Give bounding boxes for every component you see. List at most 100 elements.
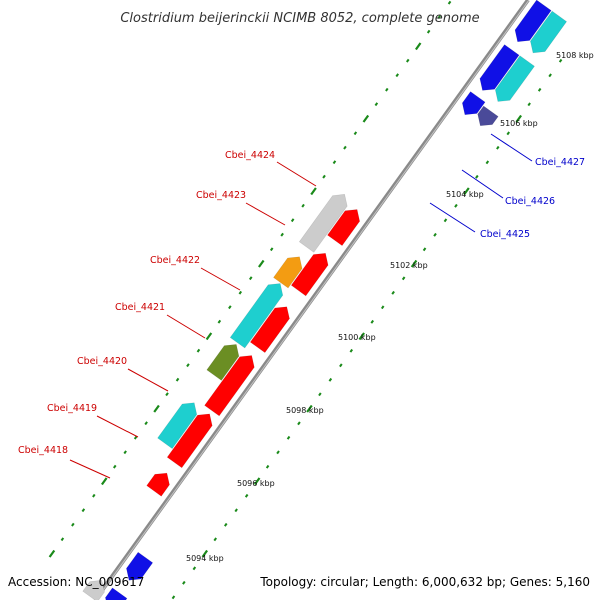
gene-arrow — [273, 256, 303, 289]
tick-outer — [362, 114, 370, 123]
tick-inner — [265, 464, 270, 469]
gene-label-cbei-4427: Cbei_4427 — [535, 157, 585, 168]
callout-line-forward — [127, 368, 169, 392]
callout-line-forward — [200, 267, 241, 291]
kbp-label-5108: 5108 kbp — [556, 51, 594, 60]
gene-arrow — [206, 344, 240, 381]
callout-line-forward — [166, 314, 206, 339]
tick-outer — [133, 435, 138, 440]
callout-line-forward — [276, 161, 317, 187]
gene-arrow — [327, 209, 361, 247]
tick-outer — [205, 332, 213, 341]
tick-outer — [269, 247, 274, 252]
gene-label-cbei-4424: Cbei_4424 — [225, 150, 275, 161]
tick-outer — [175, 377, 180, 382]
tick-inner — [527, 102, 531, 107]
tick-outer — [385, 87, 389, 92]
tick-inner — [286, 435, 291, 440]
tick-inner — [433, 232, 437, 237]
tick-outer — [101, 477, 108, 486]
tick-inner — [192, 566, 197, 571]
gene-arrow — [514, 0, 552, 43]
tick-outer — [228, 305, 232, 310]
genome-backbone-highlight — [95, 0, 530, 600]
tick-outer — [258, 259, 265, 268]
tick-inner — [515, 114, 522, 123]
gene-label-cbei-4423: Cbei_4423 — [196, 190, 246, 201]
tick-inner — [370, 319, 375, 324]
tick-outer — [112, 464, 117, 469]
genome-backbone — [93, 0, 530, 600]
kbp-label-5102: 5102 kbp — [390, 261, 428, 270]
kbp-label-5106: 5106 kbp — [500, 119, 538, 128]
tick-inner — [380, 305, 385, 310]
tick-inner — [537, 87, 542, 92]
tick-outer — [447, 0, 452, 5]
tick-outer — [60, 537, 65, 542]
tick-inner — [297, 421, 301, 426]
tick-outer — [123, 450, 127, 455]
tick-inner — [244, 493, 249, 498]
tick-outer — [353, 131, 358, 136]
gene-arrow — [298, 193, 348, 253]
gene-arrow — [530, 10, 568, 54]
kbp-label-5104: 5104 kbp — [446, 190, 484, 199]
kbp-label-5098: 5098 kbp — [286, 406, 324, 415]
tick-inner — [401, 276, 406, 281]
tick-outer — [153, 404, 160, 413]
kbp-label-5094: 5094 kbp — [186, 554, 224, 563]
tick-outer — [248, 276, 253, 281]
tick-outer — [92, 493, 96, 498]
gene-label-cbei-4420: Cbei_4420 — [77, 356, 127, 367]
gene-arrow — [229, 283, 284, 349]
tick-inner — [201, 549, 208, 558]
map-title: Clostridium beijerinckii NCIMB 8052, com… — [120, 11, 479, 26]
tick-outer — [71, 522, 75, 527]
tick-inner — [306, 404, 313, 413]
tick-outer — [144, 421, 148, 426]
gene-callouts — [69, 133, 533, 479]
gene-arrow — [82, 579, 105, 600]
gene-arrow — [126, 551, 154, 581]
tick-inner — [463, 187, 470, 196]
tick-outer — [301, 203, 305, 208]
tick-inner — [558, 58, 563, 63]
gene-label-cbei-4426: Cbei_4426 — [505, 196, 555, 207]
tick-inner — [182, 580, 186, 585]
callout-line-forward — [96, 415, 139, 438]
gene-arrow — [204, 355, 255, 417]
tick-inner — [410, 259, 418, 268]
gene-arrow — [290, 252, 329, 297]
tick-outer — [186, 363, 190, 368]
tick-inner — [253, 477, 261, 486]
gene-arrow — [105, 587, 128, 600]
tick-outer — [426, 29, 431, 34]
tick-inner — [276, 450, 280, 455]
gene-arrow — [494, 55, 535, 102]
tick-inner — [454, 203, 458, 208]
gene-arrow — [461, 91, 486, 116]
tick-outer — [280, 232, 284, 237]
tick-inner — [391, 290, 395, 295]
gene-arrow — [157, 402, 198, 450]
kbp-label-5100: 5100 kbp — [338, 333, 376, 342]
tick-inner — [339, 363, 343, 368]
tick-inner — [349, 348, 354, 353]
tick-outer — [322, 174, 326, 179]
tick-outer — [374, 102, 379, 107]
gene-label-cbei-4425: Cbei_4425 — [480, 229, 530, 240]
callout-line-reverse — [429, 202, 476, 233]
topology-text: Topology: circular; Length: 6,000,632 bp… — [259, 575, 590, 589]
callout-line-reverse — [461, 169, 504, 199]
tick-outer — [81, 508, 86, 513]
tick-outer — [405, 58, 410, 63]
callout-line-forward — [245, 202, 286, 226]
tick-inner — [234, 508, 238, 513]
tick-inner — [475, 174, 479, 179]
tick-outer — [310, 187, 317, 196]
callout-line-reverse — [490, 133, 533, 162]
tick-outer — [343, 145, 347, 150]
gene-arrow — [477, 105, 499, 127]
accession-text: Accession: NC_009617 — [8, 575, 144, 589]
tick-inner — [422, 247, 427, 252]
